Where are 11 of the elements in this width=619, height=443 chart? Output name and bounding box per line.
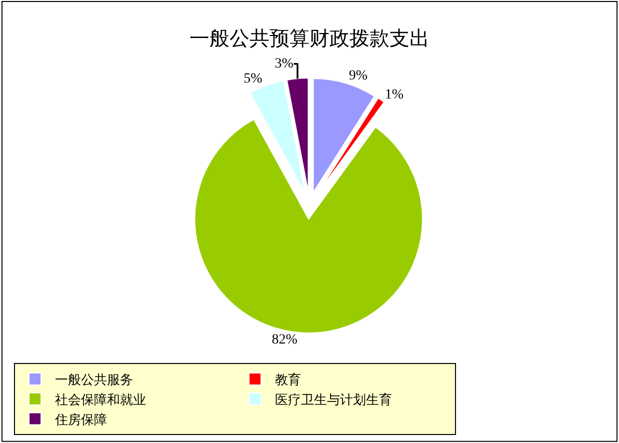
legend-label: 住房保障	[54, 412, 108, 428]
chart-title: 一般公共预算财政拨款支出	[190, 26, 430, 50]
data-label: 5%	[244, 71, 263, 86]
legend-label: 医疗卫生与计划生育	[275, 392, 392, 408]
data-label: 9%	[348, 68, 368, 84]
legend-label: 教育	[275, 372, 302, 388]
data-label: 82%	[272, 332, 298, 348]
data-label: 3%	[274, 56, 294, 72]
legend-label: 社会保障和就业	[55, 392, 146, 408]
data-label: 1%	[384, 87, 404, 102]
legend-label: 一般公共服务	[55, 373, 134, 388]
